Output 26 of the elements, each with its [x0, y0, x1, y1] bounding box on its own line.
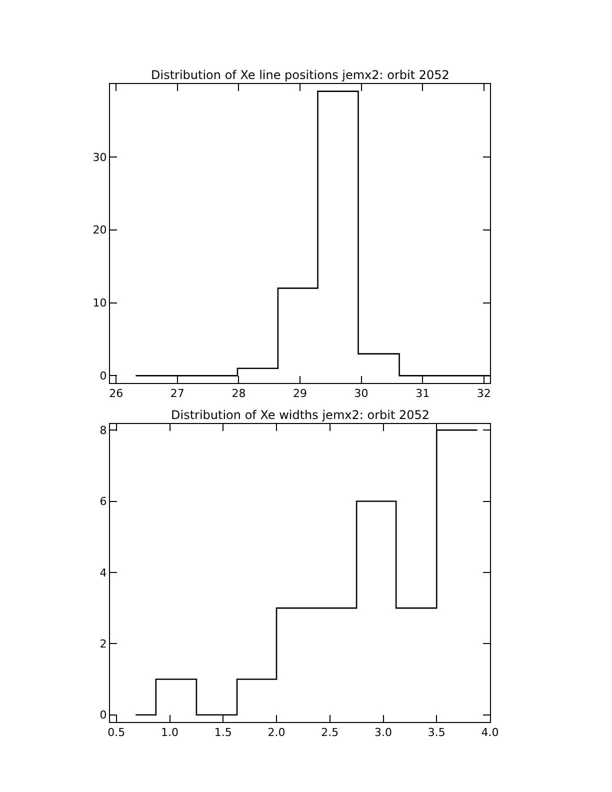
y-tick-label: 8: [100, 424, 107, 437]
chart-title: Distribution of Xe line positions jemx2: orbit 2052: [151, 68, 450, 82]
chart-title: Distribution of Xe widths jemx2: orbit 2052: [171, 408, 430, 422]
x-tick-label: 2.0: [268, 726, 286, 740]
y-tick-label: 2: [100, 638, 107, 651]
x-tick-label: 4.0: [481, 726, 499, 740]
x-tick-label: 26: [109, 387, 124, 400]
x-tick-label: 27: [170, 387, 184, 400]
x-tick-label: 1.0: [161, 726, 179, 740]
y-tick-label: 0: [100, 708, 107, 722]
y-tick-label: 10: [92, 296, 107, 310]
y-tick-label: 4: [100, 566, 107, 580]
x-tick-label: 28: [232, 387, 246, 400]
x-tick-label: 31: [416, 387, 430, 400]
y-tick-label: 6: [100, 495, 107, 508]
x-tick-label: 3.5: [428, 726, 446, 740]
x-tick-label: 1.5: [214, 726, 232, 740]
x-tick-label: 32: [476, 387, 491, 400]
y-tick-label: 0: [100, 370, 107, 383]
x-tick-label: 2.5: [321, 726, 339, 740]
y-tick-label: 30: [92, 150, 107, 164]
x-tick-label: 29: [293, 387, 307, 400]
x-tick-label: 3.0: [374, 726, 392, 740]
x-tick-label: 30: [354, 387, 368, 400]
x-tick-label: 0.5: [108, 726, 126, 740]
y-tick-label: 20: [92, 224, 107, 237]
